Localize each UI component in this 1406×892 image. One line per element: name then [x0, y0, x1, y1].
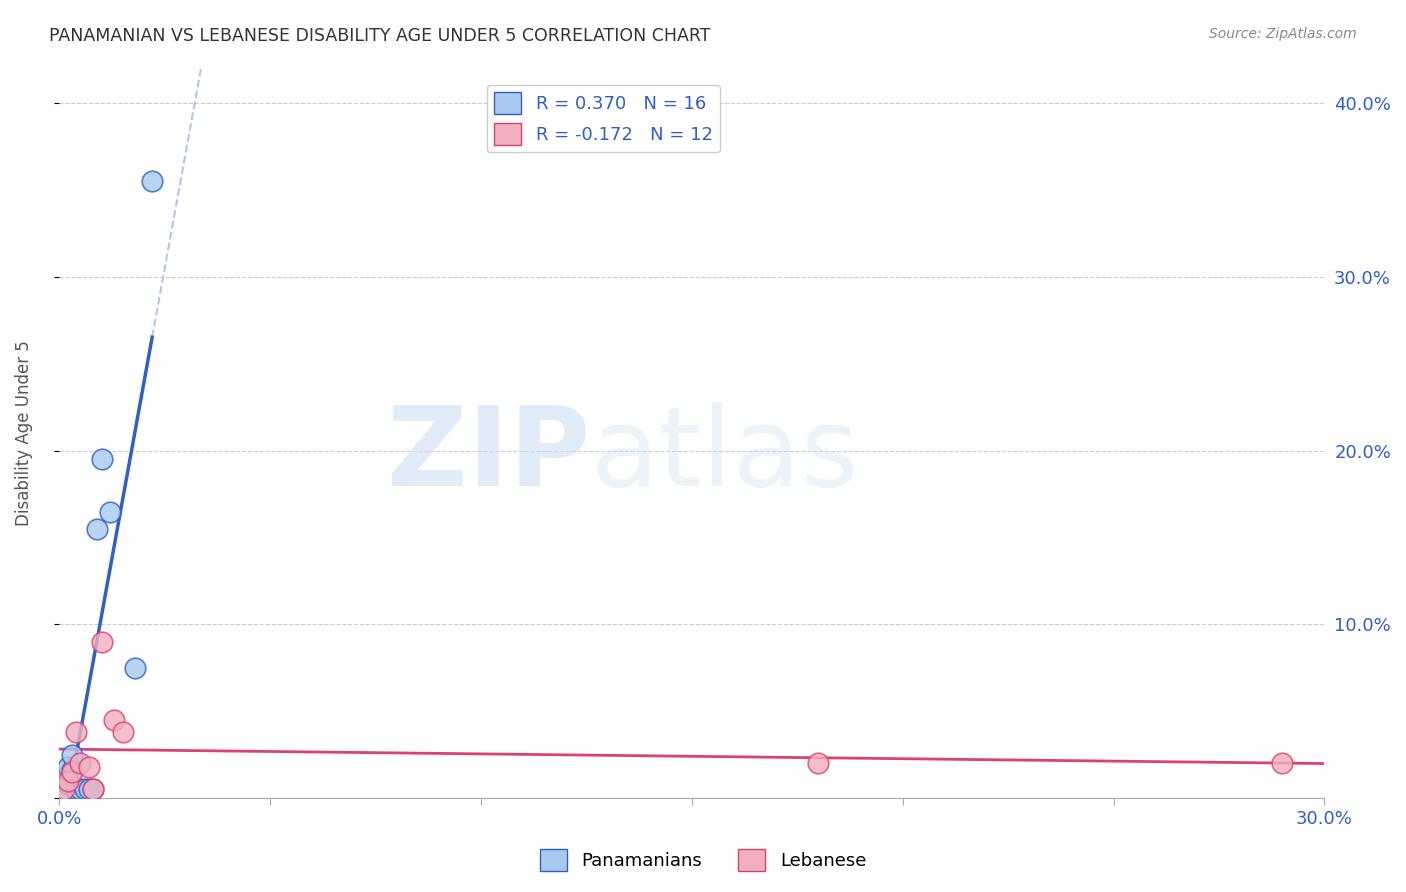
Point: [52, 770, 75, 784]
Point: [65, 725, 87, 739]
Point: [73, 782, 96, 797]
Point: [82, 782, 104, 797]
Point: [1271, 756, 1294, 771]
Point: [52, 782, 75, 797]
Legend: R = 0.370   N = 16, R = -0.172   N = 12: R = 0.370 N = 16, R = -0.172 N = 12: [486, 85, 720, 153]
Legend: Panamanians, Lebanese: Panamanians, Lebanese: [533, 842, 873, 879]
Point: [103, 713, 125, 727]
Point: [69, 756, 91, 771]
Y-axis label: Disability Age Under 5: Disability Age Under 5: [15, 341, 32, 526]
Point: [98, 504, 121, 518]
Point: [56, 760, 79, 774]
Point: [65, 782, 87, 797]
Point: [52, 782, 75, 797]
Point: [90, 634, 112, 648]
Point: [86, 522, 108, 536]
Point: [60, 747, 83, 762]
Point: [111, 725, 134, 739]
Text: Source: ZipAtlas.com: Source: ZipAtlas.com: [1209, 27, 1357, 41]
Point: [56, 777, 79, 791]
Text: PANAMANIAN VS LEBANESE DISABILITY AGE UNDER 5 CORRELATION CHART: PANAMANIAN VS LEBANESE DISABILITY AGE UN…: [49, 27, 710, 45]
Point: [77, 760, 100, 774]
Point: [60, 765, 83, 780]
Point: [141, 174, 163, 188]
Text: ZIP: ZIP: [387, 401, 591, 508]
Point: [90, 452, 112, 467]
Point: [69, 782, 91, 797]
Point: [82, 782, 104, 797]
Text: atlas: atlas: [591, 401, 859, 508]
Point: [60, 764, 83, 778]
Point: [77, 782, 100, 797]
Point: [807, 756, 830, 771]
Point: [124, 661, 146, 675]
Point: [56, 773, 79, 788]
